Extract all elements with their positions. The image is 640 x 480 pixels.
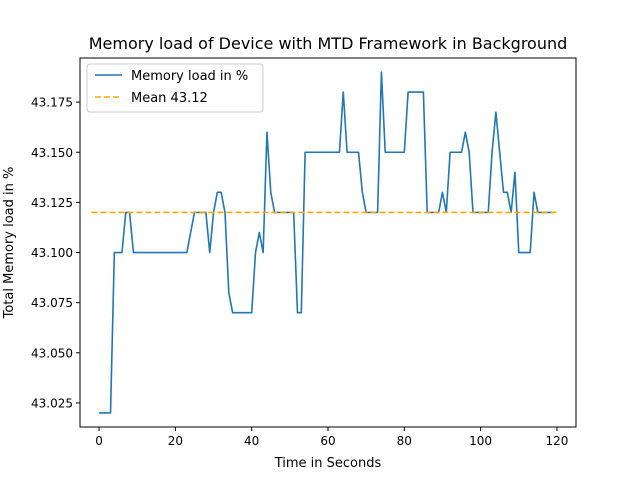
x-tick-label: 100 [469, 434, 492, 448]
y-tick-label: 43.100 [31, 246, 73, 260]
x-tick-label: 120 [545, 434, 568, 448]
plot-area [91, 71, 557, 414]
y-tick-label: 43.150 [31, 146, 73, 160]
x-tick-label: 80 [397, 434, 412, 448]
y-axis: 43.025 43.050 43.075 43.100 43.125 43.150 43.1… [31, 96, 80, 410]
legend-label-memory-load: Memory load in % [131, 69, 248, 84]
x-axis-label: Time in Seconds [274, 456, 382, 471]
legend-box [86, 63, 264, 113]
x-tick-label: 60 [320, 434, 335, 448]
y-axis-label: Total Memory load in % [2, 167, 17, 320]
legend-label-mean: Mean 43.12 [131, 91, 208, 106]
x-axis: 0 20 40 60 80 100 120 [95, 427, 568, 448]
y-tick-label: 43.175 [31, 96, 73, 110]
legend: Memory load in % Mean 43.12 [86, 63, 264, 113]
chart-title: Memory load of Device with MTD Framework… [89, 34, 568, 53]
y-tick-label: 43.075 [31, 296, 73, 310]
x-tick-label: 20 [168, 434, 183, 448]
x-tick-label: 0 [95, 434, 103, 448]
y-tick-label: 43.125 [31, 196, 73, 210]
y-tick-label: 43.025 [31, 396, 73, 410]
series-line-memory-load [99, 71, 554, 414]
x-tick-label: 40 [244, 434, 259, 448]
y-tick-label: 43.050 [31, 346, 73, 360]
